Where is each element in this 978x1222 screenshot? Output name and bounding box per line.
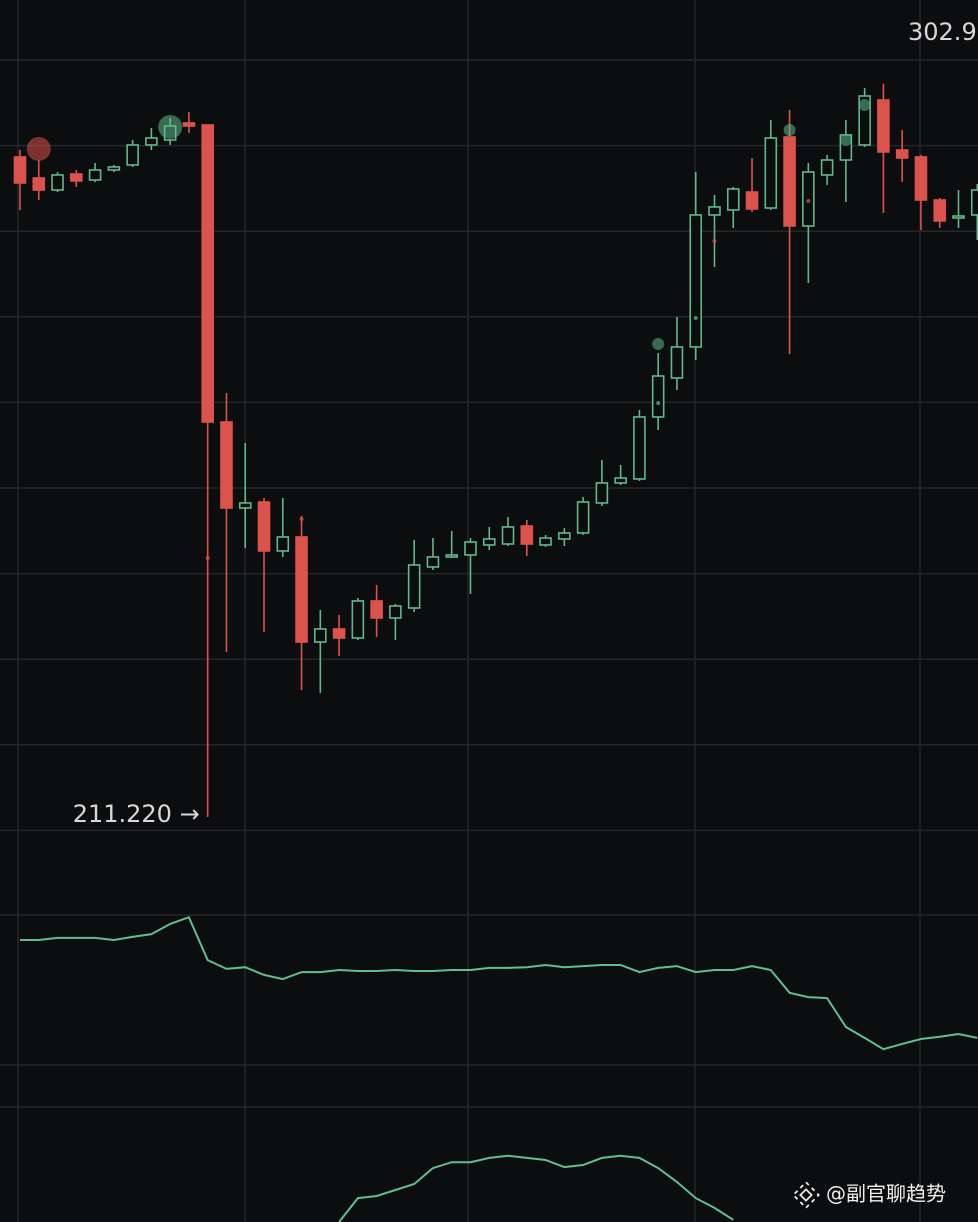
candle-body [539,537,552,546]
candle-body [426,556,440,568]
candle-body [389,605,402,619]
watermark-logo [791,1180,821,1210]
candle-body [276,536,290,552]
candle-body [783,136,796,227]
candle-body [51,174,64,191]
candle-body [32,177,46,191]
signal-marker [693,316,698,320]
signal-marker [839,134,852,146]
candle-body [595,482,609,504]
candle-body [13,156,27,184]
candle-body [407,564,421,609]
candle-body [520,525,534,545]
candle-body [145,137,158,146]
candle-body [764,137,778,209]
indicator-line [20,915,978,1051]
candle-body [107,166,121,171]
signal-marker [712,238,717,243]
candle-body [970,189,978,216]
candle-body [708,206,721,216]
candle-body [257,501,271,552]
watermark-text: @副官聊趋势 [826,1182,946,1206]
price-label-low: 211.220 → [73,800,200,828]
candle-body [670,346,684,379]
candle-body [126,144,139,166]
signal-marker [26,136,51,161]
candle-body [501,526,515,545]
candle-body [351,600,365,639]
candle-body [464,541,477,556]
candle-body [726,188,740,211]
candle-body [689,214,703,348]
candle-body [70,173,83,182]
candle-body [220,421,233,509]
candle-body [576,501,590,534]
candle-body [651,375,665,418]
signal-marker [858,98,871,111]
candle-body [445,554,459,558]
candle-body [238,502,252,509]
indicator-line [338,1154,734,1222]
candle-body [914,156,928,201]
candle-body [745,191,759,210]
candle-body [952,215,965,219]
candle-body [614,477,627,484]
signal-marker [806,198,811,203]
candle-body [633,416,646,480]
candle-body [933,199,947,222]
candle-body [877,99,890,153]
watermark: @副官聊趋势 [791,1180,946,1210]
plot-area: 302.9 211.220 → [0,18,978,1222]
signal-marker [205,556,210,560]
signal-marker [656,400,661,405]
signal-marker [299,516,304,521]
candle-body [295,536,308,643]
signal-marker [783,124,796,136]
candle-body [858,95,871,146]
candle-body [88,169,102,181]
candle-body [895,149,909,159]
candle-body [820,159,834,176]
signal-marker [158,114,183,139]
price-label-high: 302.9 [908,18,977,46]
candle-body [370,600,383,619]
candle-body [201,124,214,423]
candle-body [482,538,496,546]
signal-marker [652,338,665,350]
candle-body [314,628,327,643]
candle-body [332,628,346,639]
candle-body [558,532,571,540]
candle-body [182,122,196,127]
